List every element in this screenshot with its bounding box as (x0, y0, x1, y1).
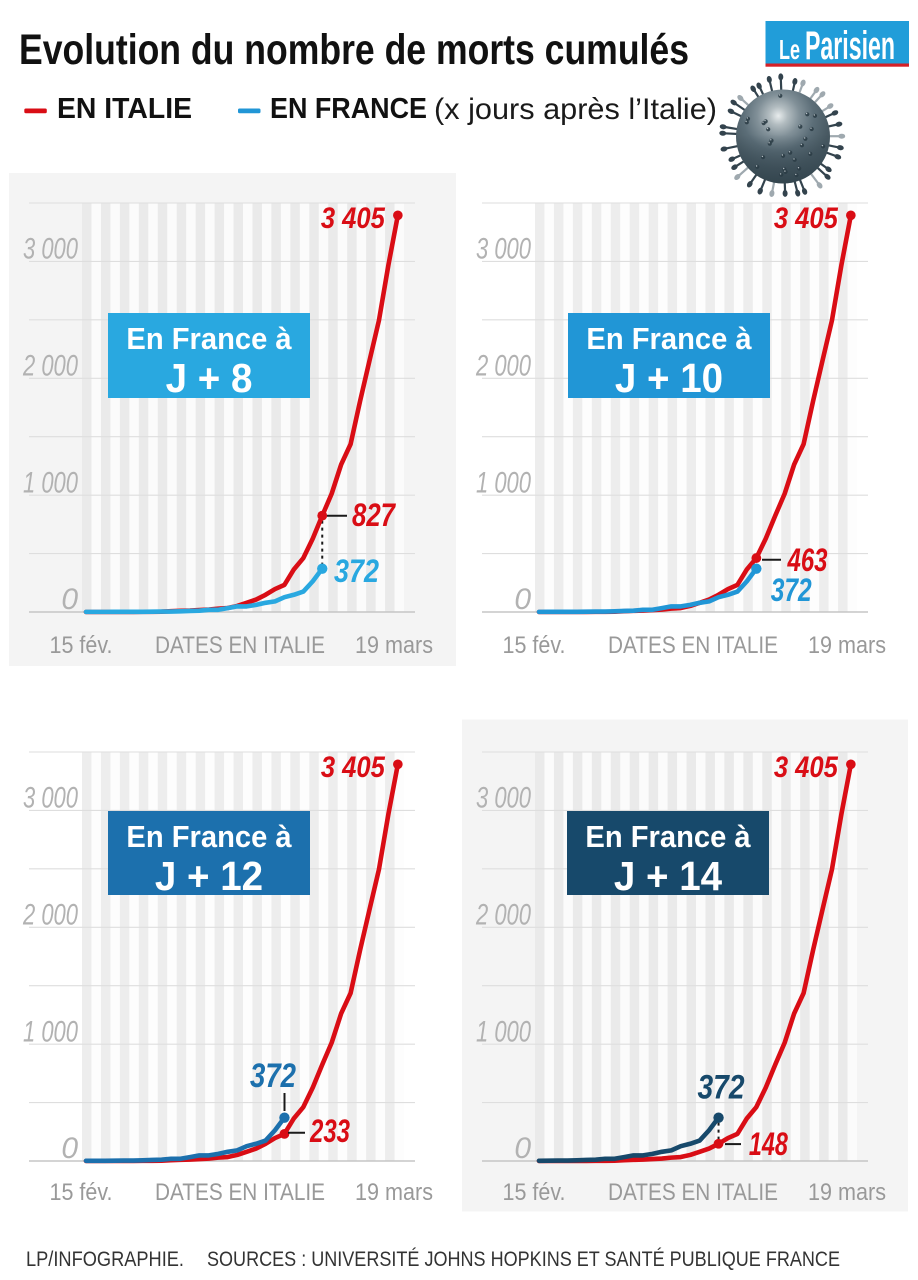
svg-text:19 mars: 19 mars (355, 632, 433, 659)
svg-text:3 000: 3 000 (23, 233, 78, 266)
svg-text:SOURCES : UNIVERSITÉ JOHNS HOP: SOURCES : UNIVERSITÉ JOHNS HOPKINS ET SA… (207, 1248, 840, 1271)
svg-text:LP/INFOGRAPHIE.: LP/INFOGRAPHIE. (26, 1248, 184, 1271)
svg-text:Evolution du nombre de morts c: Evolution du nombre de morts cumulés (19, 26, 689, 74)
svg-text:15 fév.: 15 fév. (50, 1179, 113, 1206)
svg-text:463: 463 (787, 542, 828, 578)
svg-text:2 000: 2 000 (475, 349, 531, 382)
svg-text:3 405: 3 405 (321, 202, 386, 235)
svg-text:DATES EN ITALIE: DATES EN ITALIE (155, 632, 325, 659)
svg-text:DATES EN ITALIE: DATES EN ITALIE (155, 1179, 325, 1206)
svg-text:19 mars: 19 mars (808, 632, 886, 659)
svg-text:827: 827 (352, 497, 397, 533)
svg-text:0: 0 (61, 1132, 78, 1165)
svg-text:372: 372 (250, 1057, 296, 1095)
svg-text:Le: Le (779, 34, 800, 65)
svg-text:2 000: 2 000 (22, 898, 78, 931)
svg-text:372: 372 (698, 1068, 745, 1106)
svg-text:3 405: 3 405 (774, 202, 839, 235)
svg-text:372: 372 (771, 572, 812, 608)
svg-text:3 405: 3 405 (774, 751, 839, 784)
svg-text:3 405: 3 405 (321, 751, 386, 784)
svg-text:1 000: 1 000 (476, 466, 531, 499)
svg-text:15 fév.: 15 fév. (503, 1179, 566, 1206)
svg-text:1 000: 1 000 (476, 1015, 531, 1048)
svg-text:0: 0 (61, 583, 78, 616)
svg-text:233: 233 (309, 1113, 350, 1149)
svg-text:2 000: 2 000 (475, 898, 531, 931)
svg-text:DATES EN ITALIE: DATES EN ITALIE (608, 632, 778, 659)
svg-text:0: 0 (514, 583, 531, 616)
svg-text:3 000: 3 000 (23, 782, 78, 815)
svg-text:19 mars: 19 mars (355, 1179, 433, 1206)
svg-text:Parisien: Parisien (805, 24, 895, 68)
svg-text:(x jours après l’Italie): (x jours après l’Italie) (434, 93, 717, 126)
svg-text:0: 0 (514, 1132, 531, 1165)
svg-text:EN FRANCE: EN FRANCE (270, 93, 427, 125)
svg-text:2 000: 2 000 (22, 349, 78, 382)
svg-text:15 fév.: 15 fév. (50, 632, 113, 659)
svg-text:19 mars: 19 mars (808, 1179, 886, 1206)
svg-text:EN ITALIE: EN ITALIE (57, 93, 192, 125)
svg-text:3 000: 3 000 (476, 233, 531, 266)
svg-text:148: 148 (749, 1126, 788, 1162)
svg-text:372: 372 (334, 553, 379, 589)
svg-text:1 000: 1 000 (23, 466, 78, 499)
svg-text:3 000: 3 000 (476, 782, 531, 815)
svg-text:DATES EN ITALIE: DATES EN ITALIE (608, 1179, 778, 1206)
svg-text:15 fév.: 15 fév. (503, 632, 566, 659)
svg-text:1 000: 1 000 (23, 1015, 78, 1048)
